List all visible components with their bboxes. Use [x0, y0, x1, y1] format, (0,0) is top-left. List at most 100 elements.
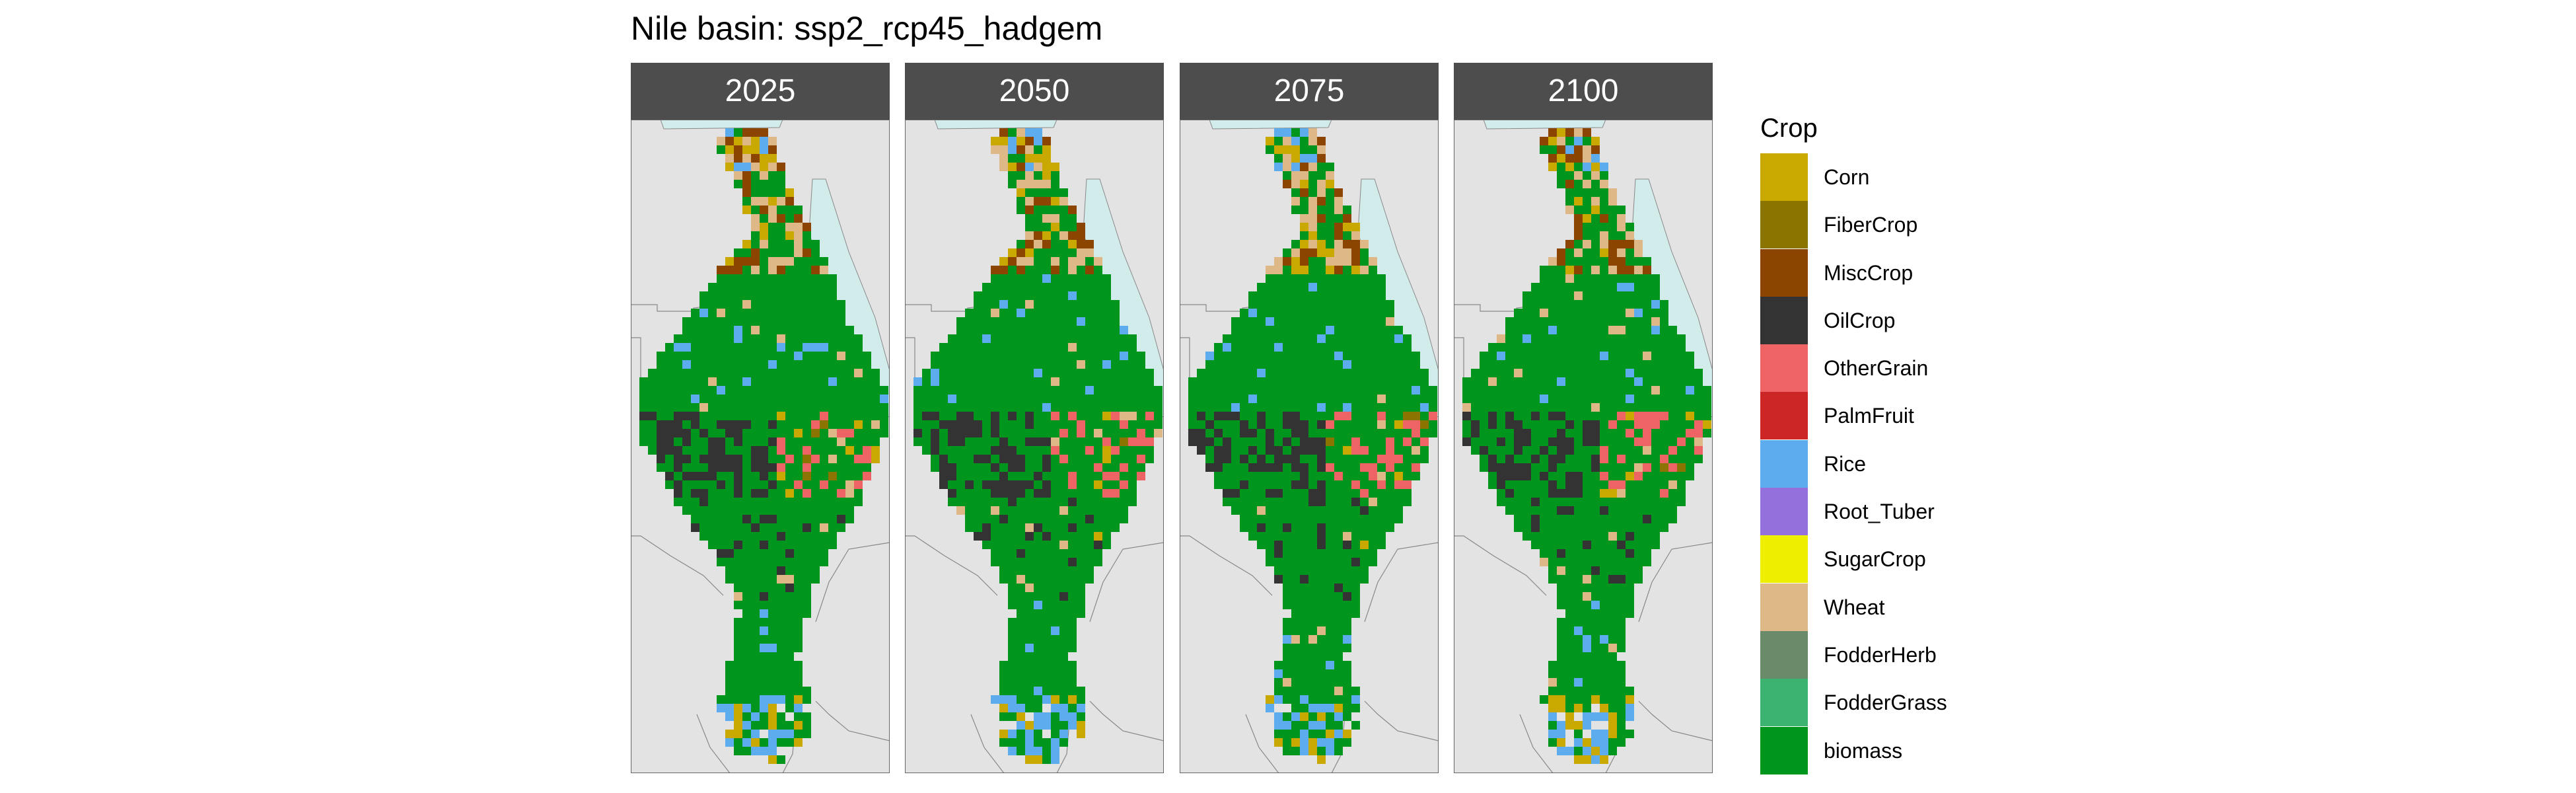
- crop-cell-biomass: [1608, 498, 1617, 506]
- crop-cell-corn: [1274, 145, 1283, 154]
- crop-cell-biomass: [768, 455, 777, 463]
- crop-cell-rice: [760, 609, 768, 618]
- crop-cell-biomass: [691, 326, 699, 334]
- crop-cell-misccrop: [1042, 137, 1051, 145]
- crop-cell-biomass: [1677, 334, 1686, 343]
- crop-cell-biomass: [1300, 395, 1308, 403]
- crop-cell-oilcrop: [1188, 437, 1197, 446]
- crop-cell-biomass: [1145, 455, 1154, 463]
- crop-cell-wheat: [1068, 266, 1077, 274]
- crop-cell-biomass: [725, 695, 734, 704]
- crop-cell-biomass: [1291, 395, 1300, 403]
- crop-cell-biomass: [794, 601, 803, 609]
- crop-cell-biomass: [1677, 412, 1686, 420]
- crop-cell-biomass: [708, 480, 717, 489]
- crop-cell-oilcrop: [1531, 498, 1540, 506]
- crop-cell-biomass: [1617, 549, 1626, 558]
- crop-cell-oilcrop: [1557, 412, 1565, 420]
- crop-cell-biomass: [1600, 498, 1608, 506]
- crop-cell-biomass: [1334, 541, 1343, 549]
- crop-cell-oilcrop: [1059, 592, 1068, 601]
- crop-cell-biomass: [956, 489, 965, 498]
- crop-cell-biomass: [768, 300, 777, 309]
- crop-cell-biomass: [811, 532, 820, 541]
- crop-cell-biomass: [1017, 730, 1025, 738]
- crop-map-svg: [1180, 120, 1439, 773]
- panel-border: [1180, 120, 1439, 773]
- crop-cell-biomass: [1326, 532, 1334, 541]
- crop-cell-biomass: [777, 248, 785, 257]
- crop-cell-biomass: [1565, 532, 1574, 541]
- crop-cell-biomass: [1394, 437, 1403, 446]
- crop-cell-biomass: [1257, 437, 1266, 446]
- crop-cell-biomass: [768, 601, 777, 609]
- crop-cell-corn: [1608, 489, 1617, 498]
- crop-cell-biomass: [1343, 420, 1351, 429]
- crop-cell-biomass: [1308, 532, 1317, 541]
- crop-cell-oilcrop: [1565, 446, 1574, 455]
- crop-cell-biomass: [1565, 334, 1574, 343]
- crop-cell-biomass: [777, 515, 785, 523]
- crop-cell-biomass: [931, 352, 939, 360]
- crop-cell-biomass: [1274, 403, 1283, 412]
- crop-cell-biomass: [1308, 463, 1317, 472]
- crop-cell-rice: [760, 626, 768, 635]
- crop-cell-biomass: [982, 446, 991, 455]
- crop-cell-biomass: [1377, 437, 1386, 446]
- crop-cell-biomass: [1531, 300, 1540, 309]
- crop-cell-biomass: [1274, 437, 1283, 446]
- crop-cell-biomass: [811, 240, 820, 248]
- crop-cell-biomass: [1266, 377, 1274, 386]
- crop-cell-biomass: [1094, 549, 1102, 558]
- crop-cell-biomass: [1077, 300, 1085, 309]
- crop-cell-oilcrop: [760, 463, 768, 472]
- crop-cell-biomass: [1291, 128, 1300, 137]
- crop-cell-wheat: [1343, 532, 1351, 541]
- crop-cell-biomass: [1008, 575, 1017, 584]
- crop-cell-rice: [1034, 712, 1042, 721]
- crop-cell-biomass: [1085, 549, 1094, 558]
- crop-cell-biomass: [760, 420, 768, 429]
- crop-cell-biomass: [1077, 446, 1085, 455]
- crop-cell-biomass: [1008, 283, 1017, 291]
- crop-cell-biomass: [1257, 309, 1266, 317]
- crop-cell-biomass: [1248, 532, 1257, 541]
- crop-cell-wheat: [751, 197, 760, 206]
- crop-cell-biomass: [1077, 455, 1085, 463]
- crop-cell-biomass: [1343, 437, 1351, 446]
- crop-cell-biomass: [1008, 395, 1017, 403]
- country-boundary: [1089, 542, 1164, 623]
- crop-cell-biomass: [794, 369, 803, 377]
- crop-cell-biomass: [785, 532, 794, 541]
- crop-cell-biomass: [820, 386, 828, 395]
- crop-cell-biomass: [1137, 377, 1145, 386]
- crop-cell-oilcrop: [1042, 463, 1051, 472]
- crop-cell-biomass: [1531, 403, 1540, 412]
- crop-cell-biomass: [785, 687, 794, 695]
- crop-cell-biomass: [837, 386, 845, 395]
- crop-cell-oilcrop: [1205, 420, 1214, 429]
- crop-cell-biomass: [1557, 523, 1565, 532]
- crop-cell-biomass: [1317, 309, 1326, 317]
- crop-cell-othergrain: [1617, 455, 1626, 463]
- crop-cell-oilcrop: [948, 463, 956, 472]
- crop-cell-biomass: [1343, 523, 1351, 532]
- crop-cell-biomass: [1042, 420, 1051, 429]
- crop-cell-biomass: [1025, 291, 1034, 300]
- crop-cell-biomass: [1248, 403, 1257, 412]
- crop-cell-biomass: [1326, 343, 1334, 352]
- crop-cell-oilcrop: [1343, 541, 1351, 549]
- crop-cell-oilcrop: [1017, 549, 1025, 558]
- crop-cell-biomass: [1240, 377, 1248, 386]
- crop-cell-biomass: [734, 584, 742, 592]
- crop-cell-biomass: [1257, 472, 1266, 480]
- crop-cell-misccrop: [1283, 257, 1291, 266]
- crop-cell-biomass: [863, 352, 871, 360]
- crop-cell-biomass: [1283, 738, 1291, 747]
- crop-cell-biomass: [965, 463, 974, 472]
- crop-cell-misccrop: [742, 257, 751, 266]
- crop-cell-biomass: [665, 386, 674, 395]
- crop-cell-biomass: [1420, 455, 1429, 463]
- crop-cell-biomass: [1008, 635, 1017, 644]
- crop-cell-biomass: [674, 437, 682, 446]
